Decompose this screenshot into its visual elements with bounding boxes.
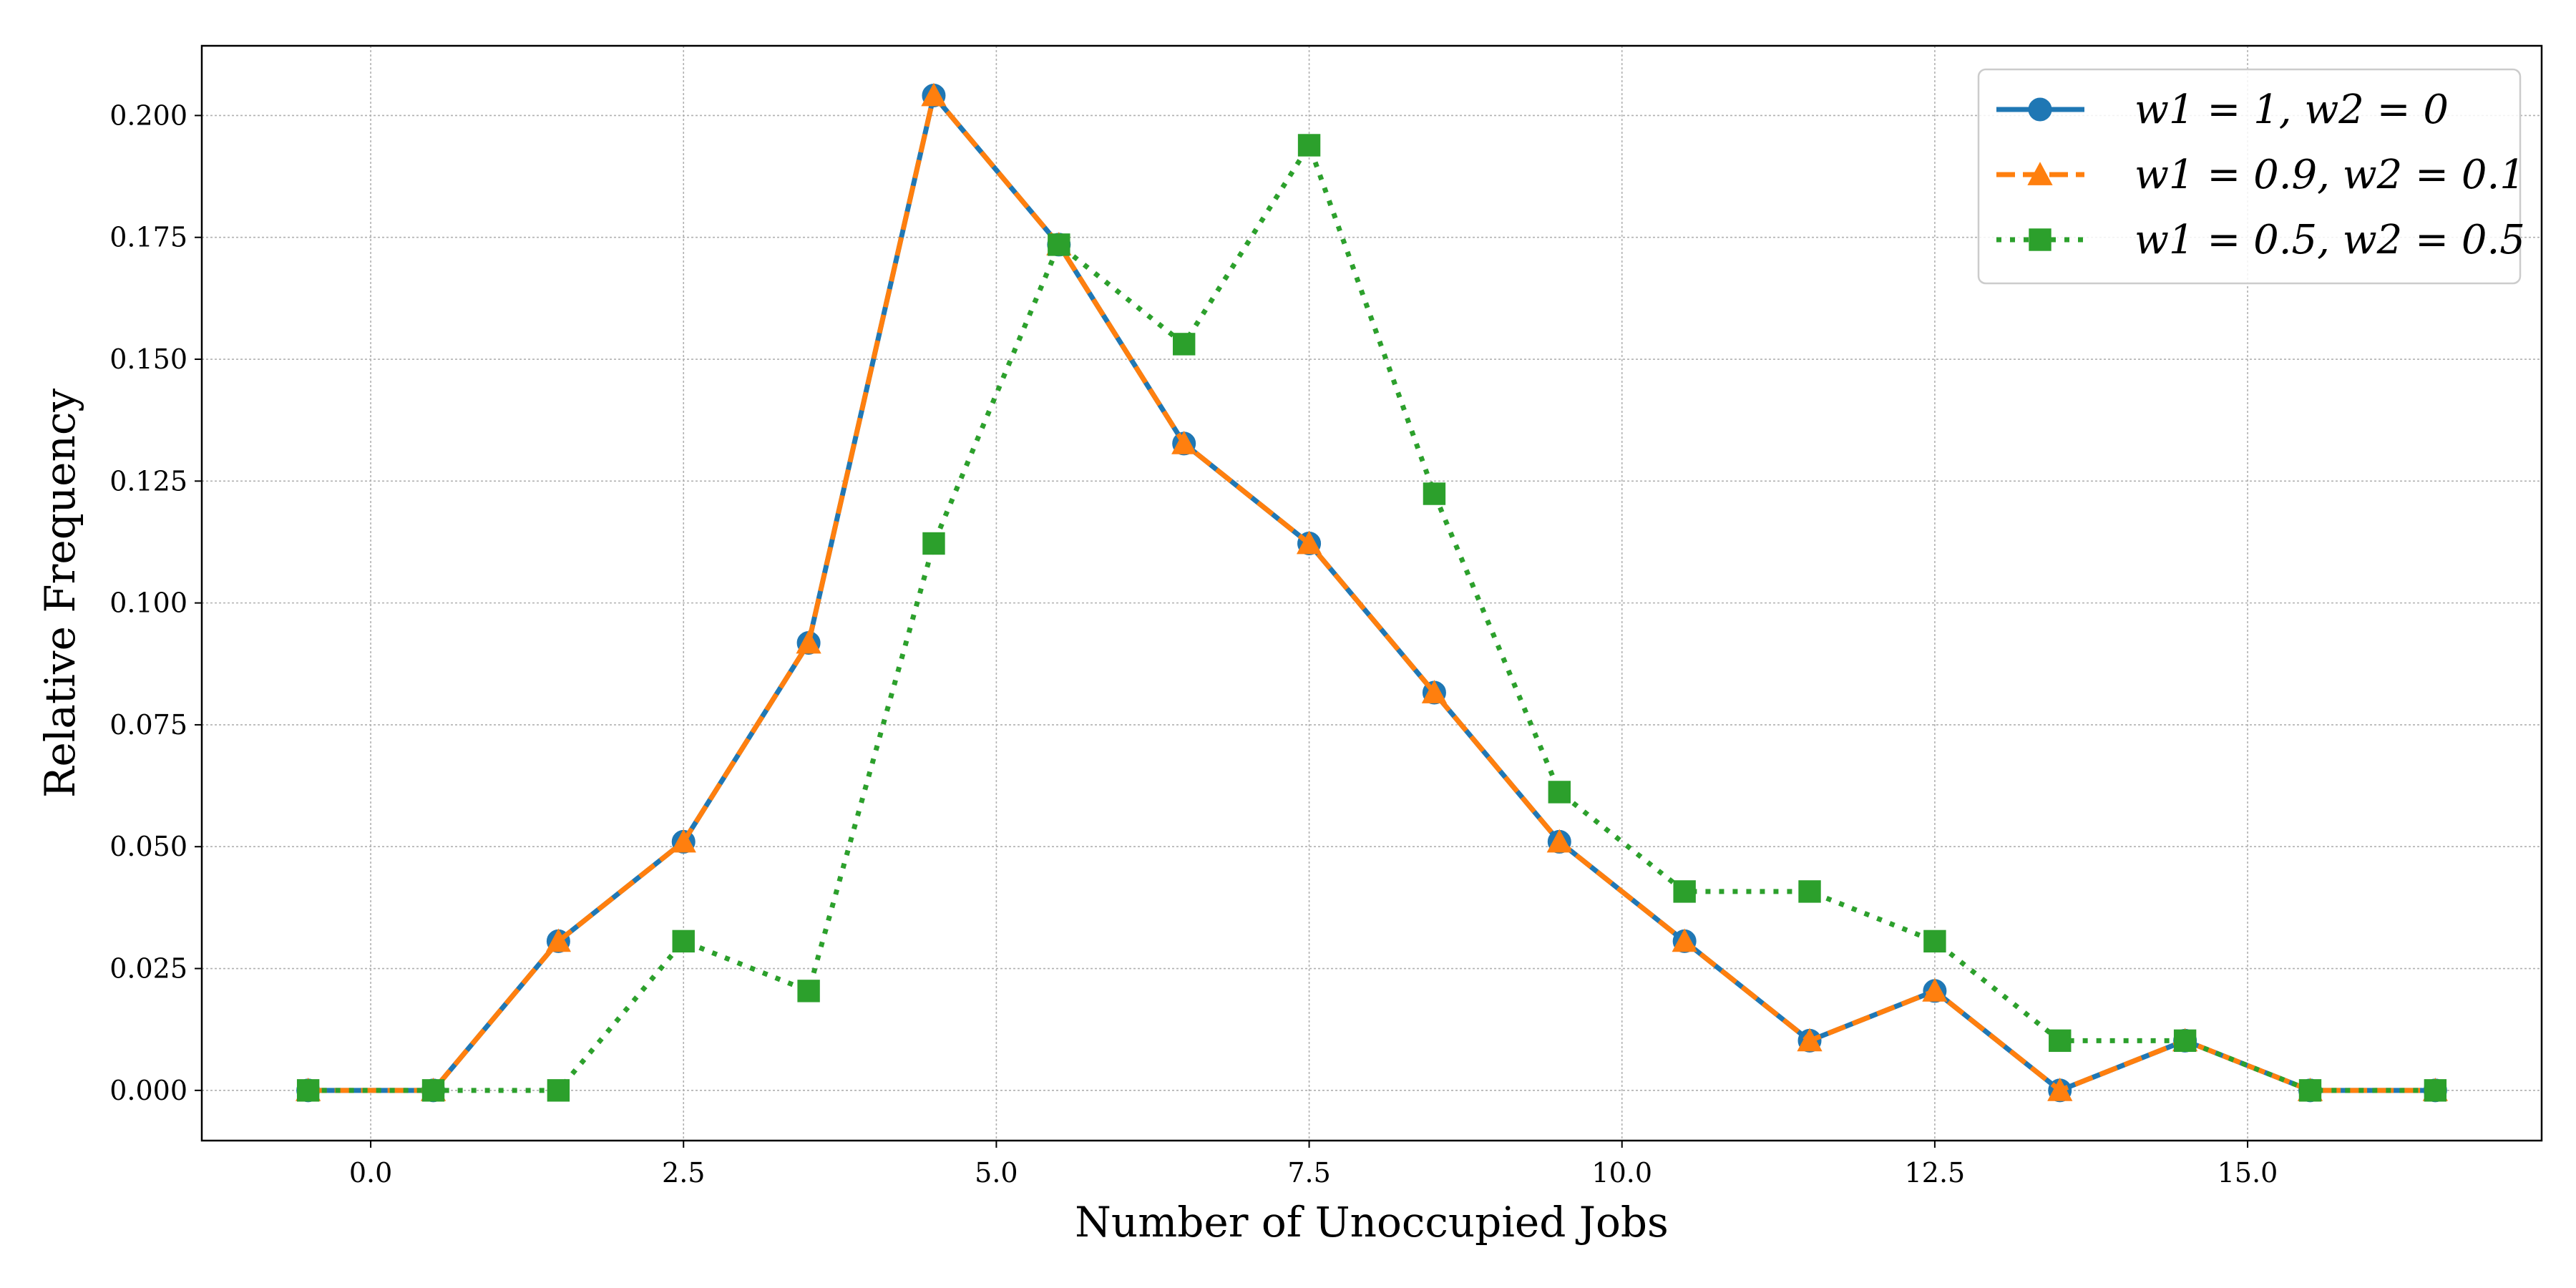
x-tick-label: 10.0 xyxy=(1591,1157,1652,1189)
x-tick-label: 7.5 xyxy=(1287,1157,1330,1189)
series-3-point xyxy=(1673,880,1696,903)
series-2-line xyxy=(308,92,2436,1093)
series-3-point xyxy=(1048,233,1070,256)
series-2-point xyxy=(545,928,572,952)
y-tick-label: 0.000 xyxy=(109,1075,187,1106)
legend-marker xyxy=(2027,162,2053,185)
legend: w1 = 1, w2 = 0 w1 = 0.9, w2 = 0.1 w1 = 0.5… xyxy=(1977,68,2525,285)
y-tick-label: 0.150 xyxy=(109,343,187,375)
series-2-point xyxy=(2047,1077,2073,1101)
grid xyxy=(202,46,2542,1141)
series-3-line xyxy=(308,142,2436,1093)
series-3-point xyxy=(922,532,945,555)
legend-entry-1: w1 = 1, w2 = 0 xyxy=(1996,87,2449,133)
x-tick-label: 12.5 xyxy=(1905,1157,1966,1189)
x-tick-label: 0.0 xyxy=(349,1157,392,1189)
series-3-point xyxy=(672,930,695,953)
series-3-point xyxy=(2173,1029,2197,1053)
series-3-point xyxy=(1923,930,1946,953)
x-tick-label: 5.0 xyxy=(975,1157,1018,1189)
series-3-point xyxy=(296,1079,320,1102)
series-2-point xyxy=(1672,928,1697,952)
series-2-point xyxy=(1546,829,1572,853)
legend-box xyxy=(1977,68,2522,285)
legend-entry-2: w1 = 0.9, w2 = 0.1 xyxy=(1996,152,2525,198)
y-tick-label: 0.200 xyxy=(109,99,187,131)
series-3-point xyxy=(1173,333,1196,356)
series-2-point xyxy=(1797,1028,1823,1052)
legend-label: w1 = 1, w2 = 0 xyxy=(2135,87,2449,133)
series-3-point xyxy=(1297,134,1321,157)
series-2-point xyxy=(1922,978,1948,1002)
series-2-point xyxy=(796,630,821,654)
y-tick-label: 0.075 xyxy=(109,709,187,741)
legend-entry-3: w1 = 0.5, w2 = 0.5 xyxy=(1996,217,2525,263)
series-3-point xyxy=(2049,1029,2072,1053)
x-tick-label: 15.0 xyxy=(2218,1157,2278,1189)
series-2-point xyxy=(1296,530,1322,555)
series-3-point xyxy=(2298,1079,2322,1102)
series-lines xyxy=(295,82,2449,1103)
y-tick-label: 0.025 xyxy=(109,953,187,985)
series-3-point xyxy=(547,1079,570,1102)
series-3-point xyxy=(421,1079,445,1102)
legend-marker xyxy=(2029,228,2051,251)
y-axis-ticks: 0.000 0.025 0.050 0.075 0.100 0.125 0.150 0.175… xyxy=(109,99,202,1106)
series-3-point xyxy=(1423,482,1446,505)
y-tick-label: 0.050 xyxy=(109,831,187,862)
series-3 xyxy=(296,134,2447,1102)
y-tick-label: 0.125 xyxy=(109,465,187,497)
x-axis-ticks: 0.0 2.5 5.0 7.5 10.0 12.5 15.0 xyxy=(349,1141,2278,1189)
plot-frame xyxy=(200,44,2543,1142)
series-3-point xyxy=(1548,781,1571,804)
legend-marker xyxy=(2028,97,2052,122)
legend-label: w1 = 0.5, w2 = 0.5 xyxy=(2135,217,2525,263)
x-axis-title: Number of Unoccupied Jobs xyxy=(1075,1198,1669,1246)
series-3-point xyxy=(1798,880,1821,903)
series-2-point xyxy=(1421,680,1448,703)
y-axis-title: Relative Frequency xyxy=(36,389,84,798)
x-tick-label: 2.5 xyxy=(662,1157,705,1189)
series-2-point xyxy=(921,82,947,107)
legend-label: w1 = 0.9, w2 = 0.1 xyxy=(2135,152,2525,198)
y-tick-label: 0.100 xyxy=(109,587,187,619)
series-2-point xyxy=(670,829,696,853)
series-2-point xyxy=(1171,431,1197,454)
series-3-point xyxy=(797,980,820,1002)
series-3-point xyxy=(2424,1079,2447,1102)
y-tick-label: 0.175 xyxy=(109,222,187,253)
